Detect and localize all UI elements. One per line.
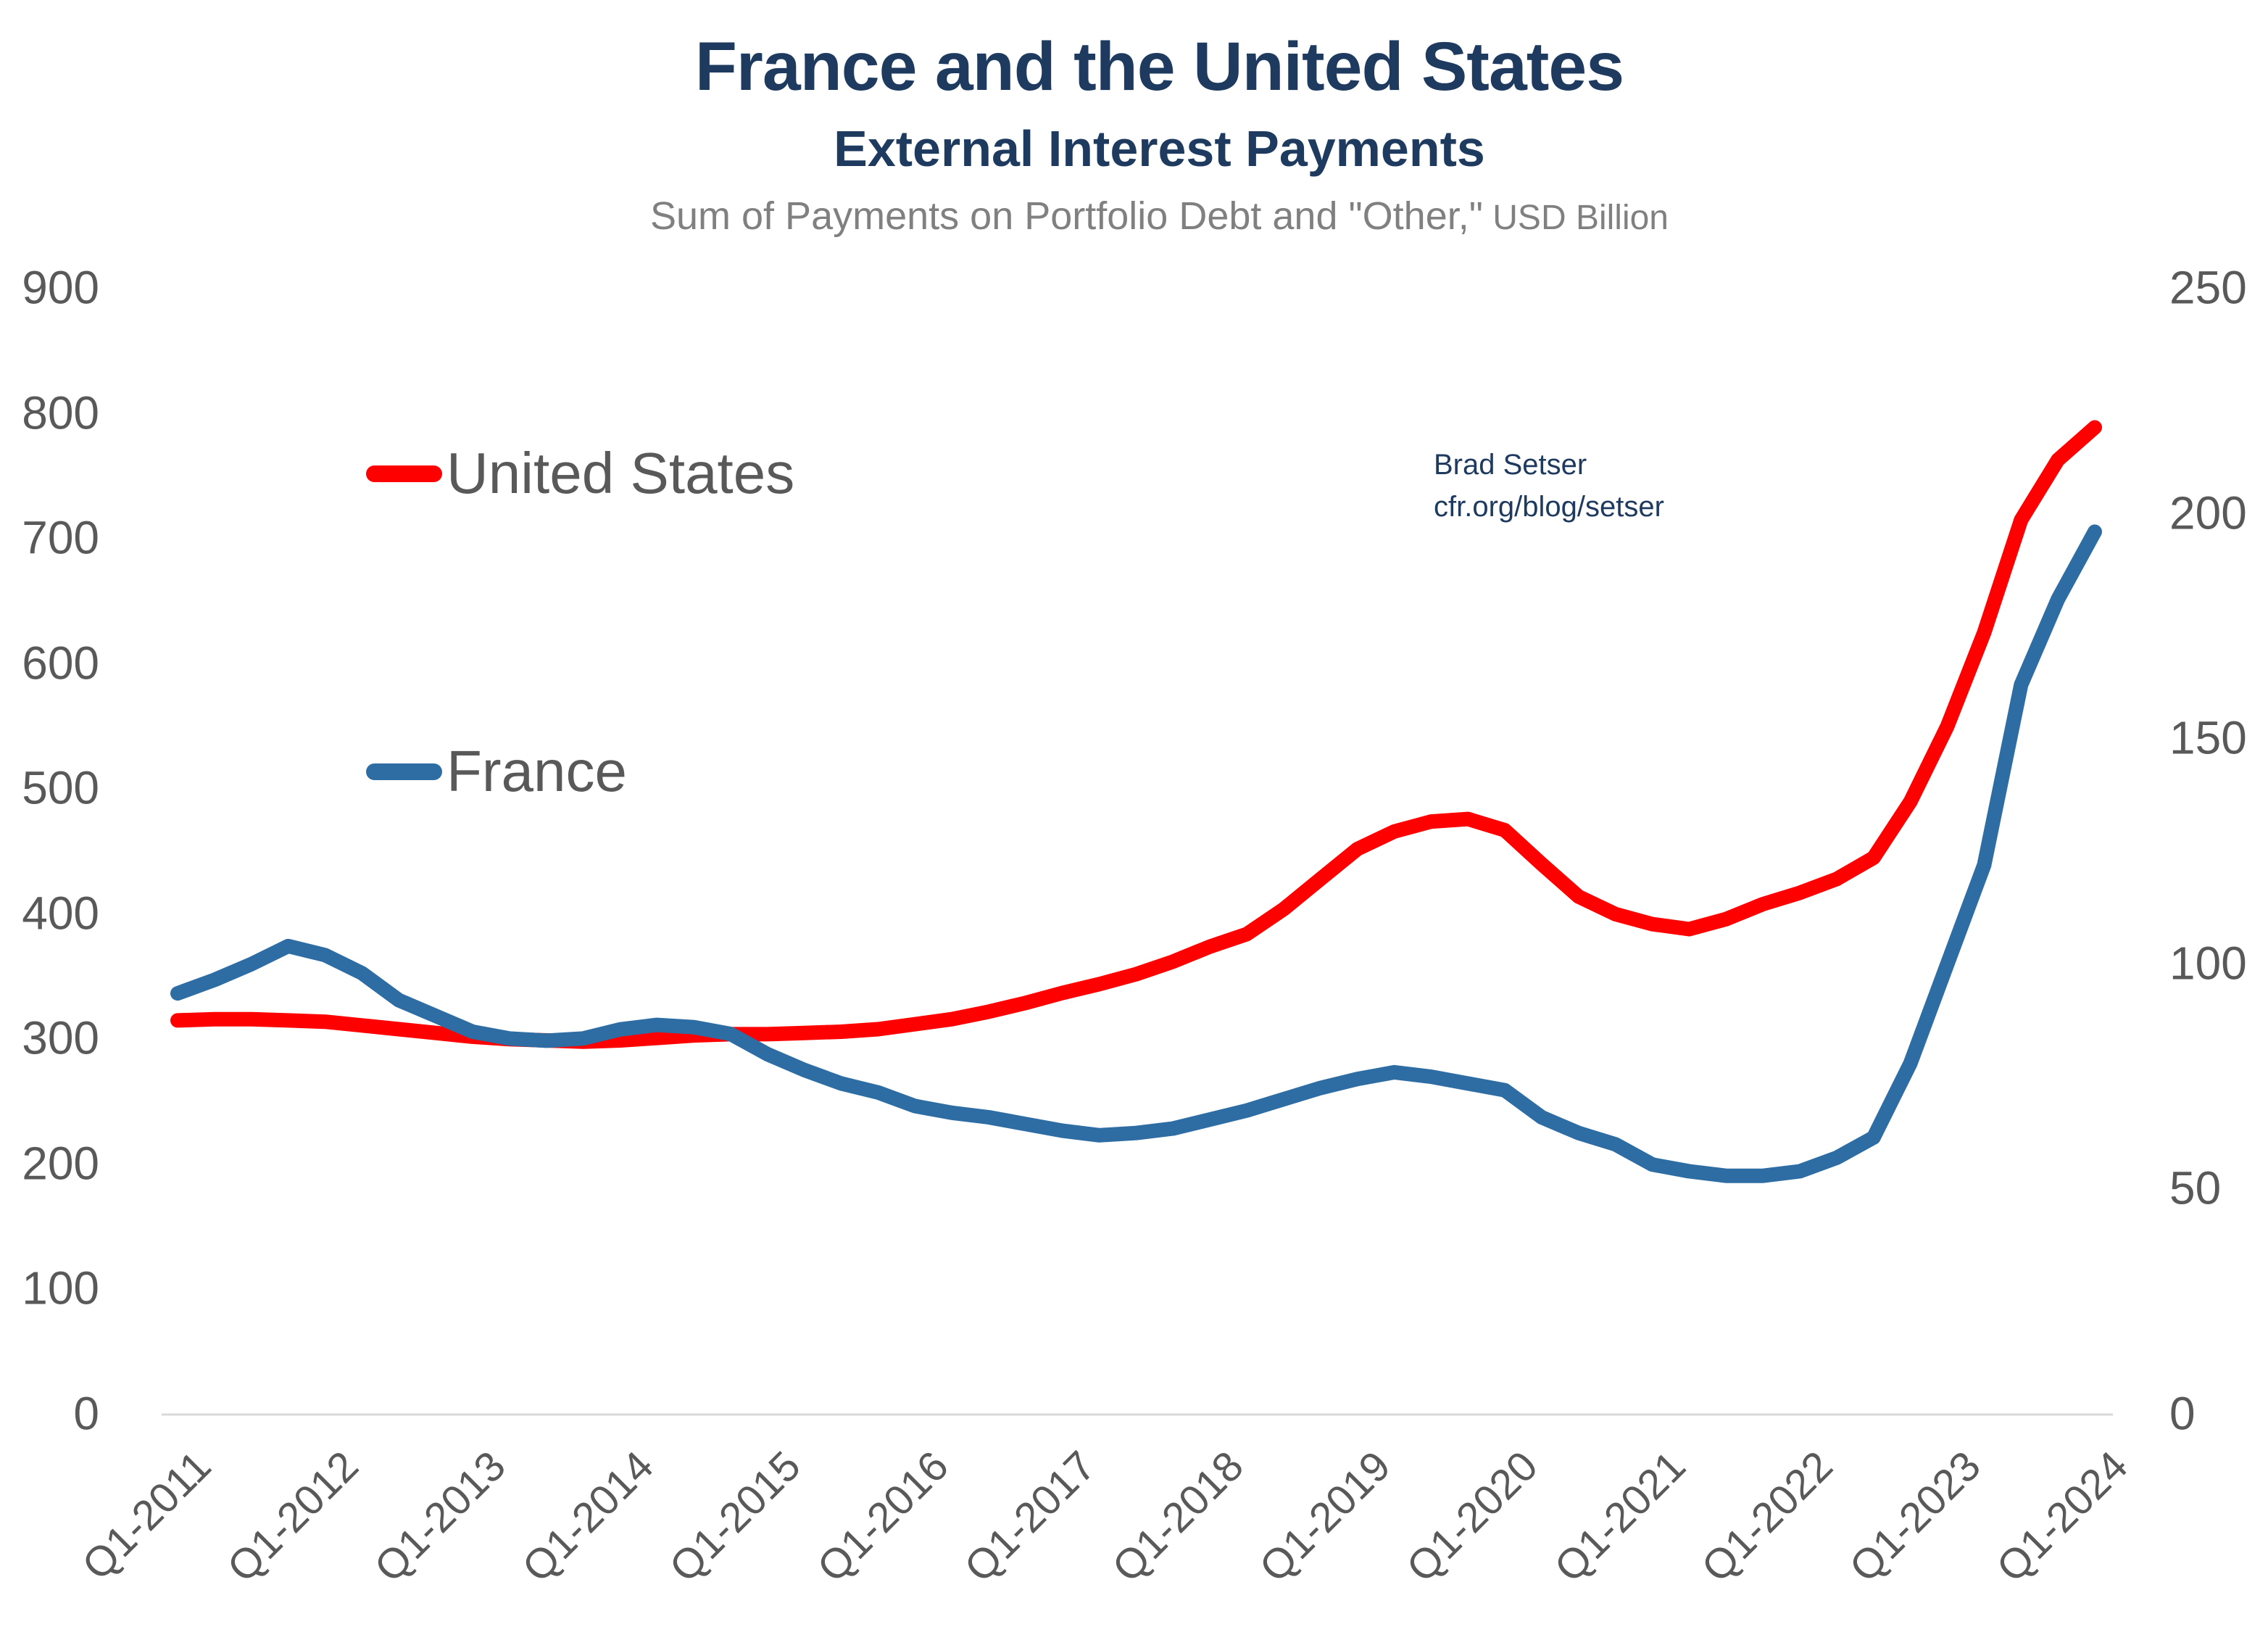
x-axis-tick-Q1-2015: Q1-2015 [660, 1442, 810, 1591]
left-axis-tick-800: 800 [22, 386, 99, 439]
right-axis-tick-150: 150 [2169, 711, 2247, 764]
left-axis-tick-600: 600 [22, 637, 99, 690]
right-axis-tick-50: 50 [2169, 1162, 2222, 1215]
left-axis-tick-400: 400 [22, 887, 99, 940]
left-axis-tick-900: 900 [22, 261, 99, 314]
x-axis-tick-Q1-2014: Q1-2014 [512, 1442, 662, 1591]
right-axis-tick-250: 250 [2169, 261, 2247, 314]
right-axis-tick-200: 200 [2169, 486, 2247, 539]
legend-item-united-states: United States [366, 441, 794, 506]
title-block: France and the United States External In… [25, 0, 2268, 239]
x-axis-tick-Q1-2023: Q1-2023 [1840, 1442, 1990, 1591]
x-axis-tick-Q1-2012: Q1-2012 [218, 1442, 367, 1591]
legend-label-united-states: United States [446, 441, 795, 505]
legend-swatch-united-states [366, 465, 442, 482]
x-axis-tick-Q1-2013: Q1-2013 [365, 1442, 515, 1591]
x-axis-tick-Q1-2020: Q1-2020 [1397, 1442, 1548, 1591]
x-axis-tick-Q1-2017: Q1-2017 [955, 1442, 1105, 1591]
subsubtitle-units: USD Billion [1482, 199, 1669, 237]
subsubtitle-main: Sum of Payments on Portfolio Debt and "O… [649, 194, 1483, 238]
x-axis-tick-Q1-2011: Q1-2011 [72, 1442, 220, 1589]
chart-title: France and the United States [694, 28, 1624, 105]
x-axis-tick-Q1-2022: Q1-2022 [1692, 1442, 1843, 1591]
author-url: cfr.org/blog/setser [1434, 491, 1664, 523]
left-axis-tick-0: 0 [73, 1387, 99, 1440]
series-line-france [170, 524, 2102, 1183]
chart-subsubtitle: Sum of Payments on Portfolio Debt and "O… [25, 194, 2268, 239]
author-annotation: Brad Setser cfr.org/blog/setser [1434, 444, 1664, 528]
x-axis-tick-Q1-2018: Q1-2018 [1102, 1442, 1253, 1591]
left-axis-tick-700: 700 [22, 511, 99, 564]
legend-swatch-france [366, 763, 442, 780]
left-axis-tick-300: 300 [22, 1012, 99, 1065]
left-axis-tick-500: 500 [22, 761, 99, 814]
right-axis-tick-0: 0 [2169, 1387, 2196, 1440]
legend-item-france: France [366, 739, 627, 804]
x-axis-tick-Q1-2021: Q1-2021 [1545, 1442, 1695, 1591]
left-axis-tick-200: 200 [22, 1137, 99, 1190]
x-axis-tick-Q1-2019: Q1-2019 [1250, 1442, 1400, 1591]
left-axis-tick-100: 100 [22, 1262, 99, 1315]
right-axis-tick-100: 100 [2169, 937, 2247, 990]
x-axis-tick-Q1-2024: Q1-2024 [1987, 1442, 2138, 1591]
x-axis-tick-Q1-2016: Q1-2016 [807, 1442, 958, 1591]
chart-subtitle: External Interest Payments [834, 120, 1485, 177]
author-name: Brad Setser [1434, 449, 1587, 481]
legend-label-france: France [446, 739, 627, 803]
